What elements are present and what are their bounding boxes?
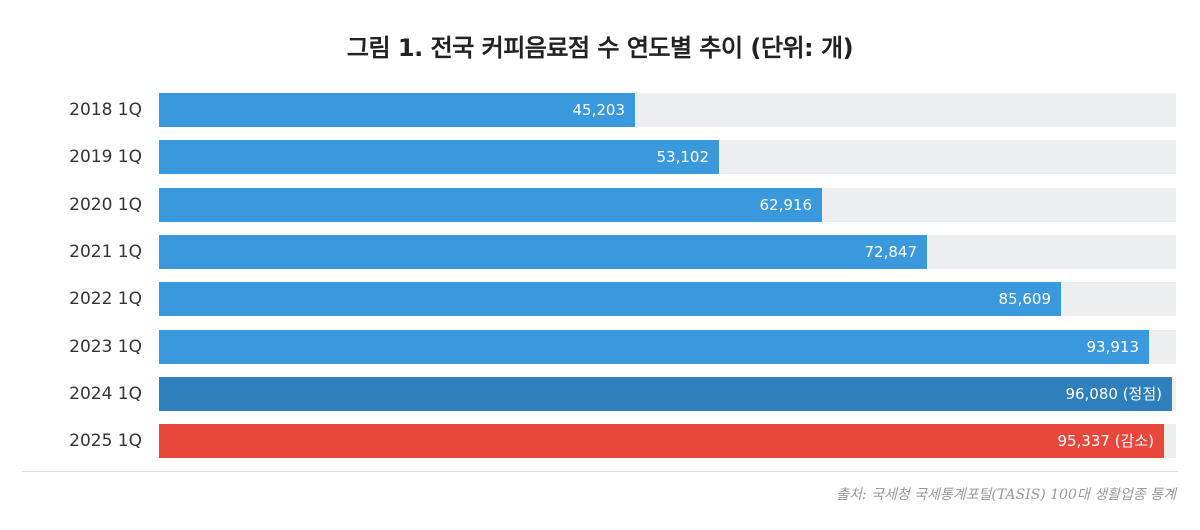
bar: 95,337 (감소) bbox=[159, 424, 1164, 458]
bar: 96,080 (정점) bbox=[159, 377, 1172, 411]
bar-track: 72,847 bbox=[159, 235, 1176, 269]
chart-title: 그림 1. 전국 커피음료점 수 연도별 추이 (단위: 개) bbox=[346, 34, 854, 62]
value-label: 53,102 bbox=[656, 148, 710, 166]
category-label: 2025 1Q bbox=[69, 431, 142, 451]
category-label: 2019 1Q bbox=[69, 147, 142, 167]
value-label: 72,847 bbox=[864, 243, 918, 261]
category-label: 2018 1Q bbox=[69, 100, 142, 120]
bar-row: 2022 1Q 85,609 bbox=[0, 282, 1200, 316]
bar: 62,916 bbox=[159, 188, 822, 222]
divider bbox=[22, 471, 1178, 472]
bar-track: 62,916 bbox=[159, 188, 1176, 222]
bar-row: 2020 1Q 62,916 bbox=[0, 188, 1200, 222]
category-label: 2023 1Q bbox=[69, 337, 142, 357]
category-label: 2020 1Q bbox=[69, 195, 142, 215]
value-label: 85,609 bbox=[998, 290, 1052, 308]
category-label: 2022 1Q bbox=[69, 289, 142, 309]
bar: 53,102 bbox=[159, 140, 719, 174]
bar-track: 85,609 bbox=[159, 282, 1176, 316]
bar-row: 2018 1Q 45,203 bbox=[0, 93, 1200, 127]
bar-track: 53,102 bbox=[159, 140, 1176, 174]
bar-track: 96,080 (정점) bbox=[159, 377, 1176, 411]
bar-row: 2019 1Q 53,102 bbox=[0, 140, 1200, 174]
bar-row: 2025 1Q 95,337 (감소) bbox=[0, 424, 1200, 458]
value-label: 93,913 bbox=[1086, 338, 1140, 356]
bar-row: 2024 1Q 96,080 (정점) bbox=[0, 377, 1200, 411]
category-label: 2024 1Q bbox=[69, 384, 142, 404]
category-label: 2021 1Q bbox=[69, 242, 142, 262]
source-note: 출처: 국세청 국세통계포털(TASIS) 100대 생활업종 통계 bbox=[836, 487, 1176, 503]
bar-track: 95,337 (감소) bbox=[159, 424, 1176, 458]
value-label: 45,203 bbox=[572, 101, 626, 119]
bar-track: 45,203 bbox=[159, 93, 1176, 127]
bar-row: 2021 1Q 72,847 bbox=[0, 235, 1200, 269]
bar: 85,609 bbox=[159, 282, 1061, 316]
value-label: 95,337 (감소) bbox=[1057, 432, 1154, 450]
value-label: 96,080 (정점) bbox=[1065, 385, 1162, 403]
bar-track: 93,913 bbox=[159, 330, 1176, 364]
bar: 45,203 bbox=[159, 93, 635, 127]
bar: 72,847 bbox=[159, 235, 927, 269]
bar: 93,913 bbox=[159, 330, 1149, 364]
bar-row: 2023 1Q 93,913 bbox=[0, 330, 1200, 364]
value-label: 62,916 bbox=[759, 196, 813, 214]
